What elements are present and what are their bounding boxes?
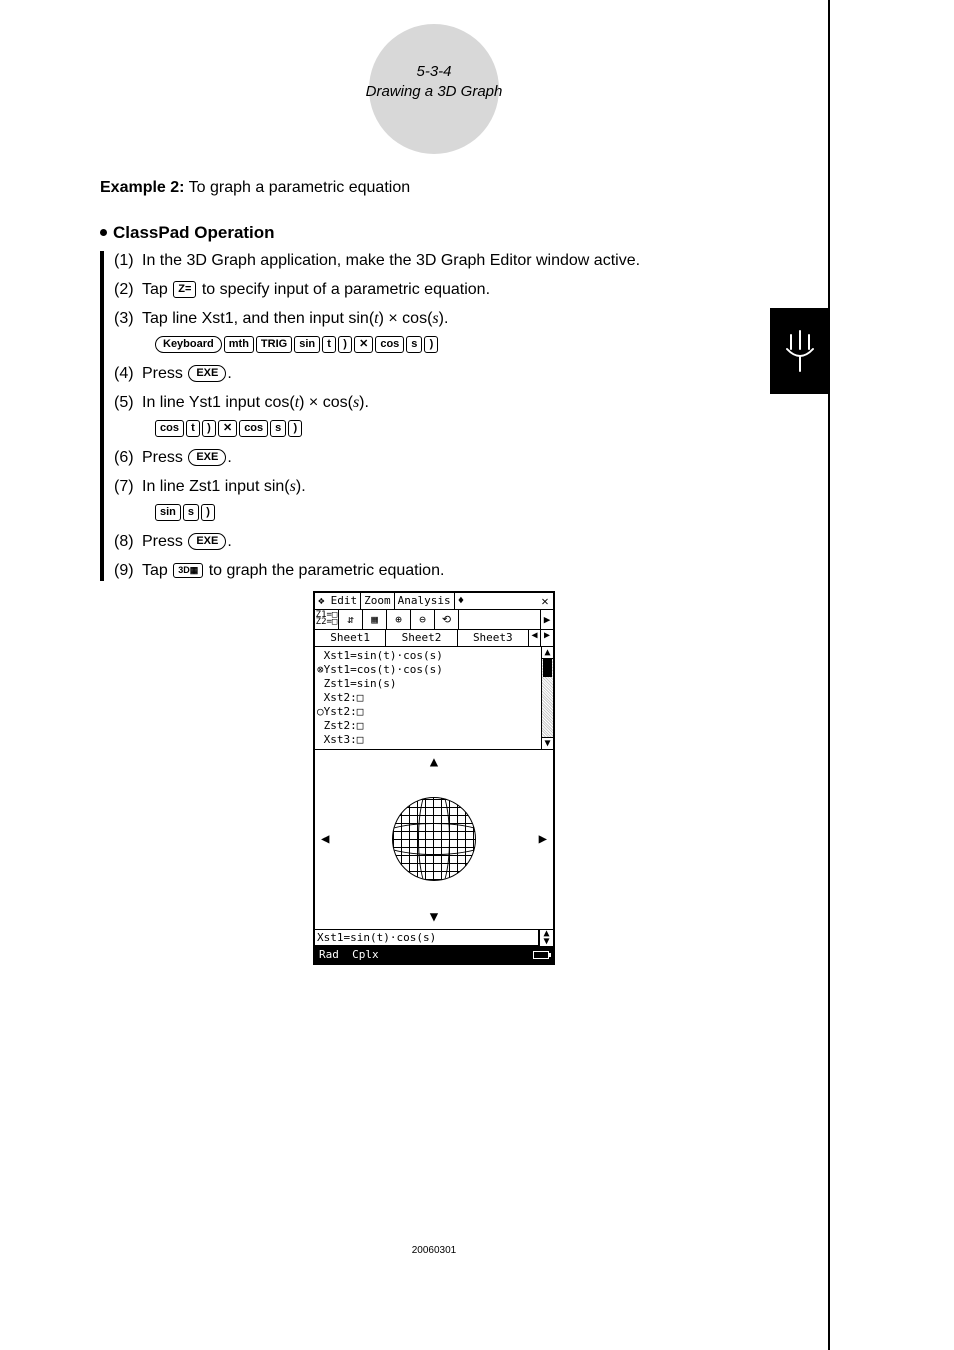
status-step-icon[interactable]: ▲▼ [539,930,553,946]
mode-cplx: Cplx [352,948,379,961]
calc-tabs: Sheet1 Sheet2 Sheet3 ◀ ▶ [315,630,553,647]
calc-menubar: ❖ Edit Zoom Analysis ♦ ✕ [315,593,553,610]
key: s [270,420,286,437]
key: ) [424,336,438,353]
editor-text[interactable]: Xst1=sin(t)·cos(s) ⊗Yst1=cos(t)·cos(s) Z… [315,647,541,749]
key: TRIG [256,336,292,353]
nav-left-icon[interactable]: ◀ [321,831,329,847]
key: cos [155,420,184,437]
key: ✕ [218,420,237,437]
toolbar-btn[interactable]: ⟲ [435,610,459,629]
tab-sheet2[interactable]: Sheet2 [386,630,457,646]
section-title: Drawing a 3D Graph [100,82,768,102]
step: (9)Tap 3D▦ to graph the parametric equat… [114,559,768,583]
close-icon[interactable]: ✕ [537,593,553,609]
graph-pane[interactable]: ▲ ▼ ◀ ▶ [315,750,553,930]
classpad-screenshot: ❖ Edit Zoom Analysis ♦ ✕ Z1=□ Z2=□ ⇵ ▦ ⊕… [313,591,555,965]
toolbar-more-icon[interactable]: ▶ [541,610,553,629]
menu-zoom[interactable]: Zoom [361,593,395,609]
key: cos [239,420,268,437]
key: sin [155,504,181,521]
scroll-up-icon[interactable]: ▲ [542,647,553,659]
app-icon[interactable]: ❖ [315,593,328,609]
tabs-scroll-right-icon[interactable]: ▶ [541,630,553,646]
nav-right-icon[interactable]: ▶ [539,831,547,847]
bottom-bar: Rad Cplx [315,947,553,963]
calc-toolbar: Z1=□ Z2=□ ⇵ ▦ ⊕ ⊖ ⟲ ▶ [315,610,553,630]
key-sequence: sins) [154,504,768,522]
toolbar-btn[interactable]: ⊖ [411,610,435,629]
editor-pane[interactable]: Xst1=sin(t)·cos(s) ⊗Yst1=cos(t)·cos(s) Z… [315,647,553,750]
key: Keyboard [155,336,222,353]
section-number: 5-3-4 [100,62,768,82]
key: ✕ [354,336,373,353]
operation-title: ClassPad Operation [113,223,275,242]
tab-sheet3[interactable]: Sheet3 [458,630,529,646]
key: cos [375,336,404,353]
menu-analysis[interactable]: Analysis [395,593,455,609]
scroll-down-icon[interactable]: ▼ [542,737,553,749]
key-sequence: KeyboardmthTRIGsint)✕coss) [154,336,768,354]
key: t [186,420,200,437]
status-line: Xst1=sin(t)·cos(s) ▲▼ [315,930,553,947]
battery-icon [533,951,549,959]
editor-scrollbar[interactable]: ▲ ▼ [541,647,553,749]
toolbar-btn[interactable]: ⊕ [387,610,411,629]
step: (2)Tap Z= to specify input of a parametr… [114,278,768,302]
key-sequence: cost)✕coss) [154,420,768,438]
status-text: Xst1=sin(t)·cos(s) [315,930,539,946]
step: (4)Press EXE. [114,362,768,386]
key: s [406,336,422,353]
toolbar-btn[interactable]: ▦ [363,610,387,629]
key: ) [288,420,302,437]
key: ) [202,420,216,437]
key: t [322,336,336,353]
graph-sphere [392,797,476,881]
step: (5)In line Yst1 input cos(t) × cos(s). [114,391,768,415]
key: mth [224,336,254,353]
key: ) [201,504,215,521]
example-text: To graph a parametric equation [189,179,410,196]
example-label: Example 2: [100,179,184,196]
menu-more[interactable]: ♦ [455,593,468,609]
tab-sheet1[interactable]: Sheet1 [315,630,386,646]
toolbar-eq-mode[interactable]: Z1=□ Z2=□ [315,610,339,629]
key: s [183,504,199,521]
footer-code: 20060301 [100,1245,768,1256]
step: (1)In the 3D Graph application, make the… [114,249,768,273]
key: ) [338,336,352,353]
steps-rule [100,251,104,581]
toolbar-btn[interactable]: ⇵ [339,610,363,629]
tabs-scroll-left-icon[interactable]: ◀ [529,630,541,646]
key: sin [294,336,320,353]
section-tab-icon [770,308,830,394]
mode-rad: Rad [319,948,339,961]
nav-up-icon[interactable]: ▲ [430,754,438,770]
menu-edit[interactable]: Edit [328,593,362,609]
step: (8)Press EXE. [114,530,768,554]
bullet-icon [100,229,107,236]
step: (6)Press EXE. [114,446,768,470]
nav-down-icon[interactable]: ▼ [430,909,438,925]
step: (7)In line Zst1 input sin(s). [114,475,768,499]
step: (3)Tap line Xst1, and then input sin(t) … [114,307,768,331]
